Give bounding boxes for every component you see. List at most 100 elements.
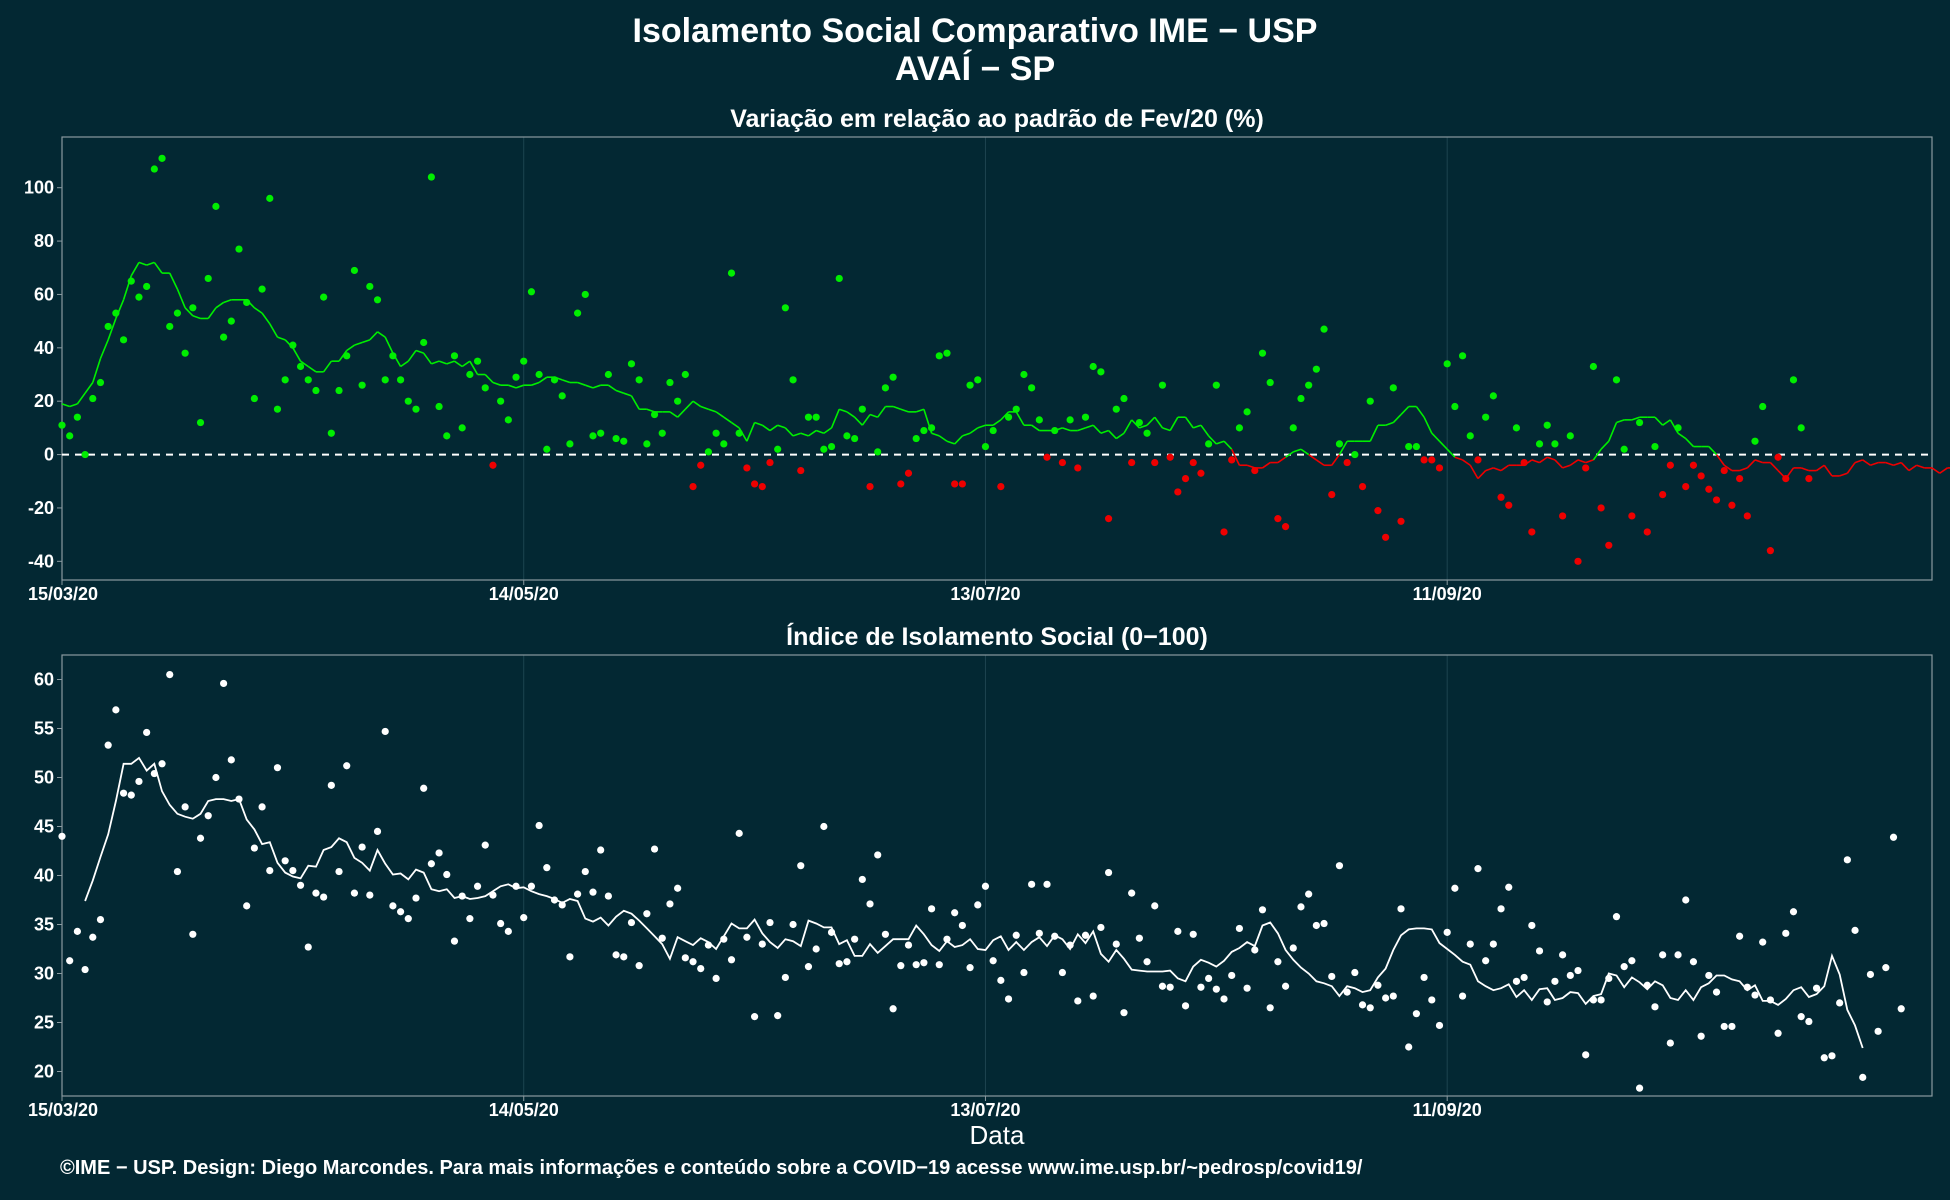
moving-average-segment [1100,429,1109,434]
moving-average-segment [1015,411,1025,426]
data-point [1397,517,1405,525]
data-point [989,957,997,965]
data-point [650,410,659,419]
data-point [281,857,289,865]
data-point [1482,957,1490,965]
data-point [196,418,205,427]
moving-average-segment [1108,429,1117,440]
moving-average-segment [1800,467,1810,472]
data-point [1766,547,1774,555]
moving-average-segment [1569,459,1579,466]
moving-average-segment [1539,456,1548,464]
data-point [597,846,605,854]
moving-average-segment [1485,467,1494,472]
data-point [1089,992,1097,1000]
data-point [1535,947,1544,955]
data-point [1720,466,1728,475]
data-point [750,1013,759,1021]
moving-average-segment [1431,432,1441,442]
data-point [1782,474,1790,483]
moving-average-segment [684,400,694,410]
data-point [1343,458,1351,467]
data-point [227,756,235,764]
data-point [543,445,551,453]
data-point [258,803,266,811]
data-point [1205,974,1213,983]
moving-average-segment [1715,454,1725,466]
data-point [1697,472,1705,480]
data-point [1366,397,1374,405]
data-point [1751,991,1759,999]
data-point [1612,913,1621,921]
data-point [1120,1009,1128,1017]
moving-average-segment [1823,464,1833,477]
moving-average-segment [577,381,586,386]
data-point [350,889,359,897]
data-point [289,341,297,349]
moving-average-segment [1277,456,1287,464]
data-point [89,394,97,403]
data-point [866,900,874,908]
data-point [1789,376,1798,384]
variation-panel: Variação em relação ao padrão de Fev/20 … [24,105,1950,604]
data-point [881,930,890,938]
data-point [412,894,420,902]
x-tick-label: 14/05/20 [489,584,559,604]
moving-average-segment [207,307,217,319]
data-point [1228,971,1236,980]
data-point [1405,442,1413,451]
y-tick-label: 20 [34,391,54,411]
data-point [458,892,466,900]
data-point [1597,996,1605,1004]
data-point [804,963,813,971]
data-point [204,274,212,283]
data-point [727,269,736,277]
data-point [612,951,620,959]
moving-average-segment [438,360,448,365]
data-point [1620,445,1628,453]
data-point [1897,1005,1905,1013]
data-point [1135,934,1143,942]
data-point [1466,940,1474,948]
data-point [620,953,628,961]
data-point [404,915,412,923]
moving-average-segment [484,373,494,384]
data-point [951,480,959,488]
data-point [312,889,320,897]
data-point [1351,968,1359,977]
data-point [804,413,813,421]
moving-average-segment [215,301,225,309]
data-point [1220,528,1228,536]
moving-average-segment [130,262,140,277]
moving-average-segment [192,315,201,320]
moving-average-segment [561,379,571,384]
data-point [820,445,828,453]
moving-average-segment [492,381,501,386]
data-point [450,937,459,945]
data-point [1543,421,1551,429]
moving-average-segment [607,384,617,392]
data-point [1158,982,1167,990]
data-point [1274,958,1282,966]
data-point [343,352,351,360]
moving-average-segment [1654,416,1664,426]
data-point [681,954,689,962]
data-point [1035,416,1043,424]
data-point [235,245,243,253]
moving-average-segment [861,414,871,426]
data-point [1682,482,1690,491]
moving-average-segment [407,350,417,362]
data-point [1412,442,1421,451]
data-point [273,764,282,772]
data-point [1382,533,1390,541]
moving-average-segment [1608,422,1618,442]
moving-average-segment [1293,448,1302,453]
data-point [1243,984,1251,992]
data-point [958,921,966,930]
data-point [573,309,582,317]
moving-average-segment [138,261,147,266]
data-point [1551,440,1559,448]
data-point [1328,972,1336,981]
moving-average-segment [1462,459,1471,466]
moving-average-segment [754,421,763,426]
